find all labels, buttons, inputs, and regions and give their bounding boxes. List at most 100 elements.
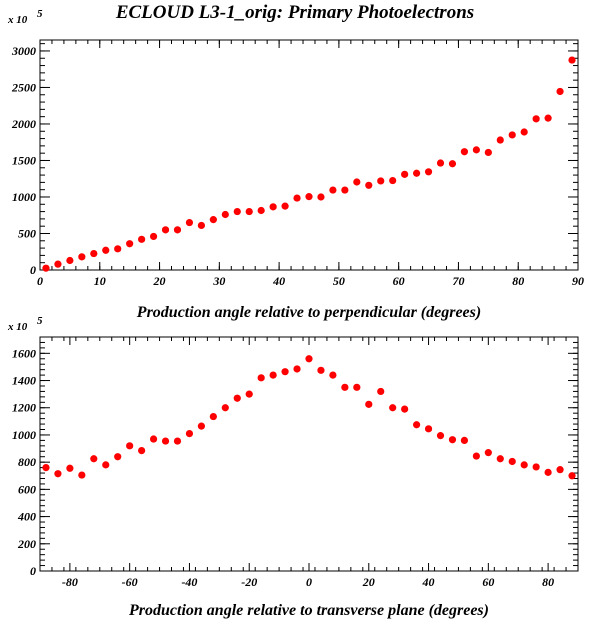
data-point: [102, 461, 110, 469]
chart-panel-2: -80 -60 -40 -20 0 20 40 60 800200400600800100012…: [7, 315, 579, 619]
chart-title: ECLOUD L3-1_orig: Primary Photoelectrons: [115, 2, 475, 23]
y-tick-label: 1600: [12, 346, 36, 360]
x-tick-label: 80: [542, 575, 554, 589]
plot-frame: [39, 336, 579, 572]
data-point: [401, 405, 409, 413]
data-point: [472, 452, 480, 460]
data-point: [329, 186, 337, 194]
x-tick-label: 40: [422, 575, 435, 589]
data-point: [149, 232, 158, 241]
data-point: [389, 176, 397, 185]
data-point: [102, 246, 110, 254]
data-point: [365, 181, 373, 189]
y-tick-label: 2000: [11, 117, 36, 131]
y-tick-label: 0: [30, 564, 36, 578]
data-point: [269, 371, 277, 379]
data-point: [448, 160, 457, 168]
y-tick-label: 800: [18, 455, 36, 469]
data-point: [245, 207, 253, 216]
data-point: [436, 159, 445, 167]
x-tick-label: 40: [272, 274, 285, 288]
data-point: [544, 114, 552, 122]
data-point: [173, 226, 182, 234]
y-tick-label: 1200: [12, 401, 36, 415]
y-tick-label: 400: [17, 510, 36, 524]
y-tick-label: 500: [18, 226, 36, 240]
x-tick-label: -60: [122, 575, 138, 589]
data-point: [293, 194, 301, 202]
data-point: [257, 374, 265, 382]
data-point: [149, 435, 158, 443]
data-point: [138, 235, 146, 243]
data-point: [269, 203, 277, 211]
data-point: [424, 425, 433, 433]
data-point: [54, 260, 62, 268]
data-point: [448, 436, 457, 444]
data-point: [460, 436, 469, 444]
data-point: [209, 216, 217, 224]
data-point: [245, 390, 253, 398]
x-tick-label: 0: [306, 575, 312, 589]
x-tick-label: 70: [452, 274, 464, 288]
data-point: [66, 464, 74, 472]
data-point: [42, 464, 50, 472]
data-point: [197, 422, 205, 430]
data-point: [233, 394, 241, 402]
data-point: [126, 442, 134, 450]
data-point: [556, 87, 564, 96]
data-point: [197, 221, 205, 230]
data-point: [556, 466, 564, 474]
data-point: [281, 202, 289, 210]
y-tick-label: 3000: [11, 44, 36, 58]
data-point: [305, 355, 313, 363]
y-tick-label: 1400: [12, 374, 36, 388]
data-point: [66, 256, 74, 265]
data-point: [209, 412, 217, 421]
data-point: [293, 365, 301, 373]
data-point: [114, 453, 122, 461]
data-point: [377, 387, 385, 396]
data-point: [185, 218, 194, 227]
y-multiplier-label: x 10: [7, 321, 28, 333]
data-point: [568, 56, 576, 64]
data-point: [138, 446, 146, 455]
data-point: [54, 470, 62, 478]
x-axis-title: Production angle relative to transverse …: [128, 602, 489, 619]
data-point: [424, 168, 433, 176]
data-point: [161, 437, 170, 445]
x-tick-label: -80: [62, 575, 78, 589]
data-point: [281, 368, 289, 376]
data-point: [114, 245, 122, 253]
data-point: [78, 471, 86, 479]
data-point: [508, 131, 516, 139]
x-tick-label: 30: [212, 274, 225, 288]
data-point: [377, 177, 385, 185]
y-tick-label: 1000: [12, 428, 36, 442]
data-point: [317, 366, 325, 374]
data-point: [42, 264, 50, 272]
x-tick-label: 60: [393, 274, 405, 288]
data-point: [520, 461, 528, 469]
data-point: [413, 169, 421, 177]
data-point: [90, 249, 98, 258]
data-point: [401, 170, 409, 178]
y-multiplier-exponent: 5: [37, 315, 43, 327]
y-tick-label: 1000: [12, 190, 36, 204]
x-tick-label: 0: [37, 274, 43, 288]
y-tick-label: 2500: [11, 80, 36, 94]
data-point: [365, 400, 373, 408]
data-point: [341, 186, 349, 194]
y-tick-label: 0: [30, 263, 36, 277]
data-point: [353, 383, 361, 391]
data-point: [436, 432, 445, 440]
x-tick-label: -40: [181, 575, 197, 589]
data-point: [341, 383, 349, 391]
data-point: [520, 128, 528, 136]
data-point: [78, 253, 86, 261]
y-tick-label: 1500: [12, 153, 36, 167]
data-point: [161, 226, 170, 234]
y-tick-label: 600: [18, 482, 36, 496]
data-point: [544, 468, 552, 476]
x-tick-label: -20: [241, 575, 257, 589]
